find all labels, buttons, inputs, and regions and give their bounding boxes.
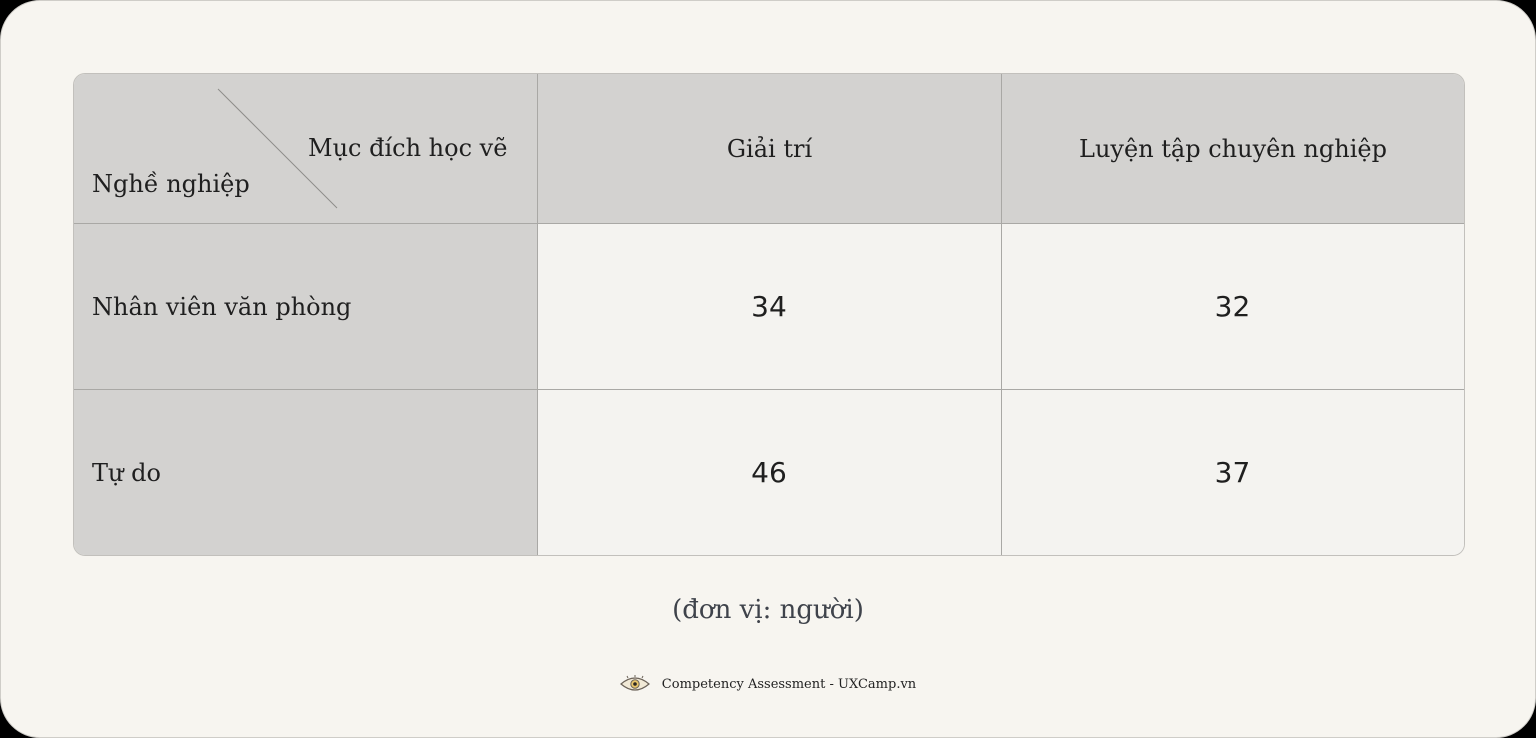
footer: Competency Assessment - UXCamp.vn <box>1 675 1535 693</box>
row-header-freelance: Tự do <box>74 389 537 555</box>
value-cell: 34 <box>537 223 1001 389</box>
column-header-luyen-tap: Luyện tập chuyên nghiệp <box>1001 74 1464 223</box>
unit-note: (đơn vị: người) <box>672 595 864 625</box>
corner-header-cell: Mục đích học vẽ Nghề nghiệp <box>74 74 537 223</box>
value-cell: 37 <box>1001 389 1464 555</box>
value-cell: 32 <box>1001 223 1464 389</box>
row-header-label: Nghề nghiệp <box>92 170 250 198</box>
footer-text: Competency Assessment - UXCamp.vn <box>661 676 917 692</box>
diagonal-divider <box>217 88 338 209</box>
data-table: Mục đích học vẽ Nghề nghiệp Giải trí Luy… <box>73 73 1465 556</box>
value-cell: 46 <box>537 389 1001 555</box>
row-header-office: Nhân viên văn phòng <box>74 223 537 389</box>
column-header-label: Mục đích học vẽ <box>308 134 508 162</box>
eye-icon <box>619 675 650 691</box>
column-header-giai-tri: Giải trí <box>537 74 1001 223</box>
